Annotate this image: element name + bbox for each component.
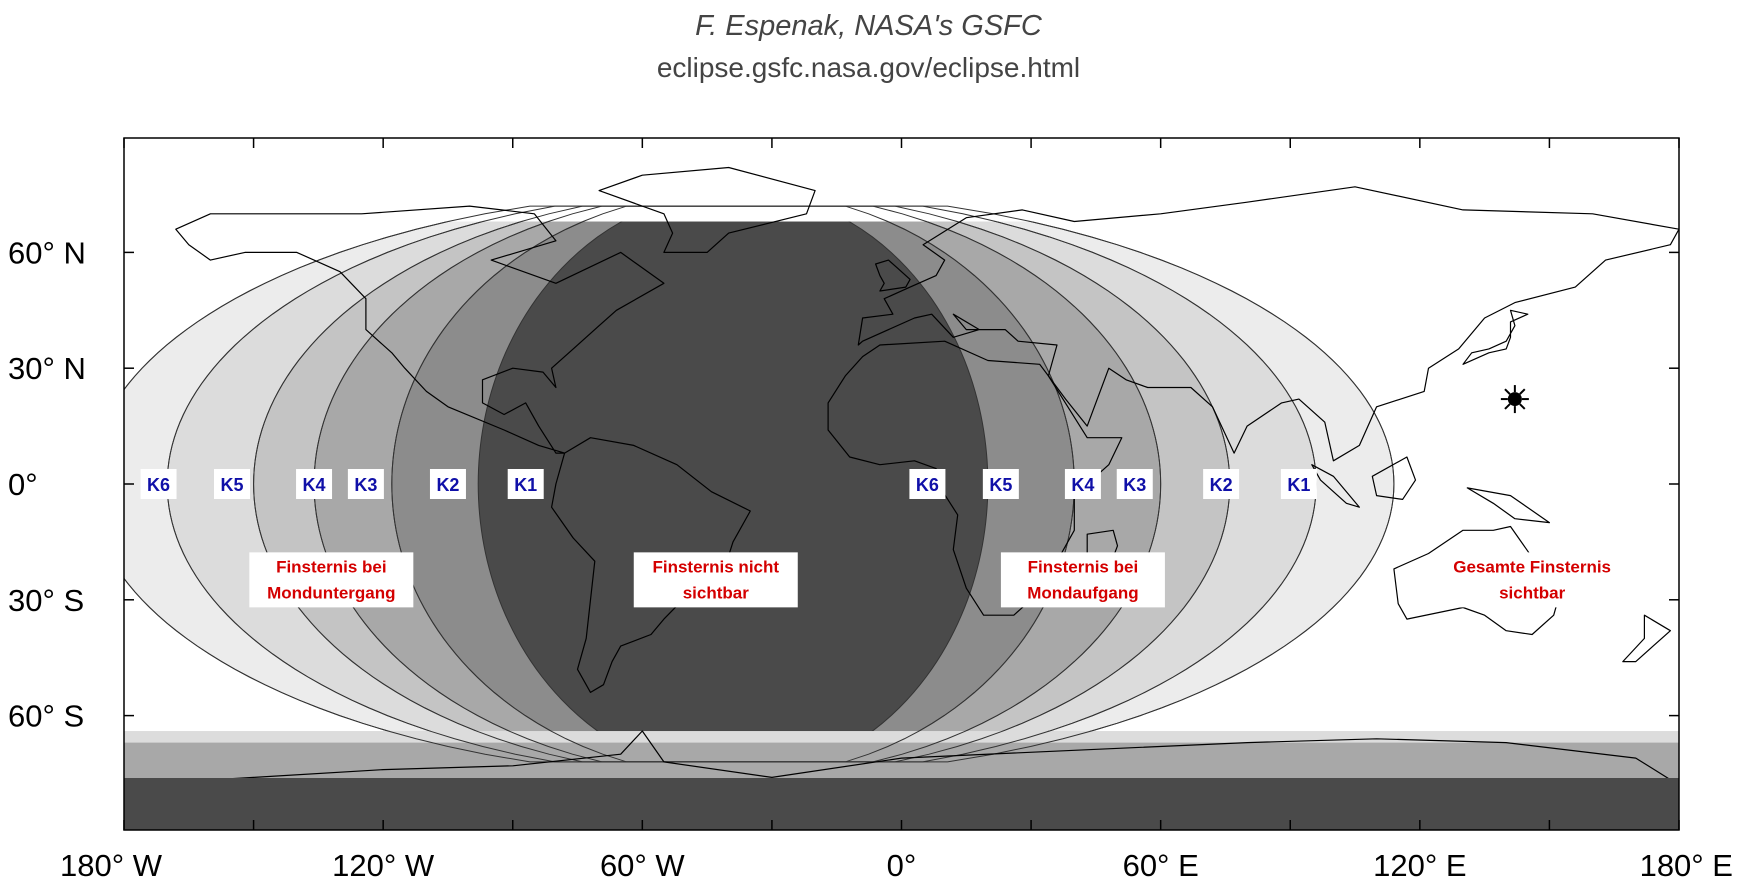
landmass-north-america [175,205,665,454]
contact-label-k3: K3 [1116,469,1153,499]
region-text: Mondaufgang [1027,583,1138,602]
contact-label-k1: K1 [507,469,544,499]
region-text: sichtbar [683,583,750,602]
contact-label-k1: K1 [1280,469,1317,499]
region-label: Finsternis nicht sichtbar [633,552,798,608]
contact-text: K3 [354,475,377,495]
label-background [140,469,177,499]
contact-text: K2 [1210,475,1233,495]
region-labels: Finsternis bei Monduntergang Finsternis ni… [249,552,1615,608]
lon-label: 120° W [332,848,435,883]
sun-ray [1504,388,1511,395]
longitude-labels: 180° W 120° W 60° W 0° 60° E 120° E 180° E [60,848,1733,883]
landmass-south-america [551,437,751,693]
contact-text: K5 [989,475,1012,495]
landmass-japan [1462,309,1529,365]
label-background [249,552,414,608]
latitude-labels: 60° N 30° N 0° 30° S 60° S [8,235,86,733]
sun-disc [1507,392,1522,407]
sun-ray [1504,403,1511,410]
lon-label: 180° E [1640,848,1733,883]
visibility-bands [124,138,1679,830]
credit-url[interactable]: eclipse.gsfc.nasa.gov/eclipse.html [656,52,1081,83]
label-background [1280,469,1317,499]
landmass-australia [1393,525,1563,636]
landmass-eurasia [857,186,1679,462]
label-background [1064,469,1101,499]
contact-curve [253,205,1231,763]
label-background [1450,552,1615,608]
lat-label: 60° N [8,235,86,270]
contact-label-k6: K6 [140,469,177,499]
lon-label: 0° [887,848,917,883]
label-background [1000,552,1165,608]
label-background [1116,469,1153,499]
contact-text: K1 [514,475,537,495]
contact-text: K1 [1287,475,1310,495]
lat-label: 30° N [8,351,86,386]
landmass-britain [875,259,911,292]
region-text: Finsternis bei [276,557,387,576]
contact-text: K5 [220,475,243,495]
contact-labels: K6 K5 K4 K3 K2 K1 K6 K5 K4 K3 K2 K1 [140,469,1317,499]
contact-label-k4: K4 [296,469,333,499]
lat-label: 0° [8,467,38,502]
contact-label-k4: K4 [1064,469,1101,499]
label-background [429,469,466,499]
sun-ray [1519,388,1526,395]
contact-text: K2 [436,475,459,495]
label-background [1203,469,1240,499]
region-label: Gesamte Finsternis sichtbar [1450,552,1615,608]
landmass-antarctica [124,730,1679,786]
landmass-indonesia-borneo [1371,456,1417,500]
contact-label-k5: K5 [213,469,250,499]
region-text: Finsternis bei [1028,557,1139,576]
arctic-cap [124,138,1679,222]
label-background [633,552,798,608]
label-background [296,469,333,499]
contact-curve [124,205,1395,763]
label-background [982,469,1019,499]
lon-label: 180° W [60,848,163,883]
label-background [909,469,946,499]
contact-text: K6 [147,475,170,495]
contact-label-k2: K2 [429,469,466,499]
lat-label: 30° S [8,583,84,618]
contact-label-k6: K6 [909,469,946,499]
credit-author: F. Espenak, NASA's GSFC [695,10,1042,42]
region-text: Finsternis nicht [652,557,779,576]
contact-text: K6 [916,475,939,495]
label-background [347,469,384,499]
region-label: Finsternis bei Monduntergang [249,552,414,608]
axis-ticks [123,138,1680,830]
lon-label: 120° E [1373,848,1466,883]
landmass-greenland [598,166,816,253]
region-text: sichtbar [1499,583,1566,602]
sun-ray [1519,403,1526,410]
label-background [213,469,250,499]
lon-label: 60° E [1123,848,1199,883]
landmass-new-zealand [1622,614,1671,663]
lat-label: 60° S [8,699,84,734]
contact-text: K3 [1123,475,1146,495]
contact-label-k3: K3 [347,469,384,499]
contact-label-k5: K5 [982,469,1019,499]
landmass-sumatra [1311,464,1360,508]
contact-label-k2: K2 [1203,469,1240,499]
contact-curve [166,205,1317,763]
sun-icon [1500,385,1529,414]
region-text: Gesamte Finsternis [1453,557,1611,576]
lon-label: 60° W [600,848,685,883]
contact-text: K4 [303,475,326,495]
region-text: Monduntergang [267,583,395,602]
region-label: Finsternis bei Mondaufgang [1000,552,1165,608]
contact-text: K4 [1071,475,1094,495]
label-background [507,469,544,499]
landmass-new-guinea [1466,487,1550,524]
